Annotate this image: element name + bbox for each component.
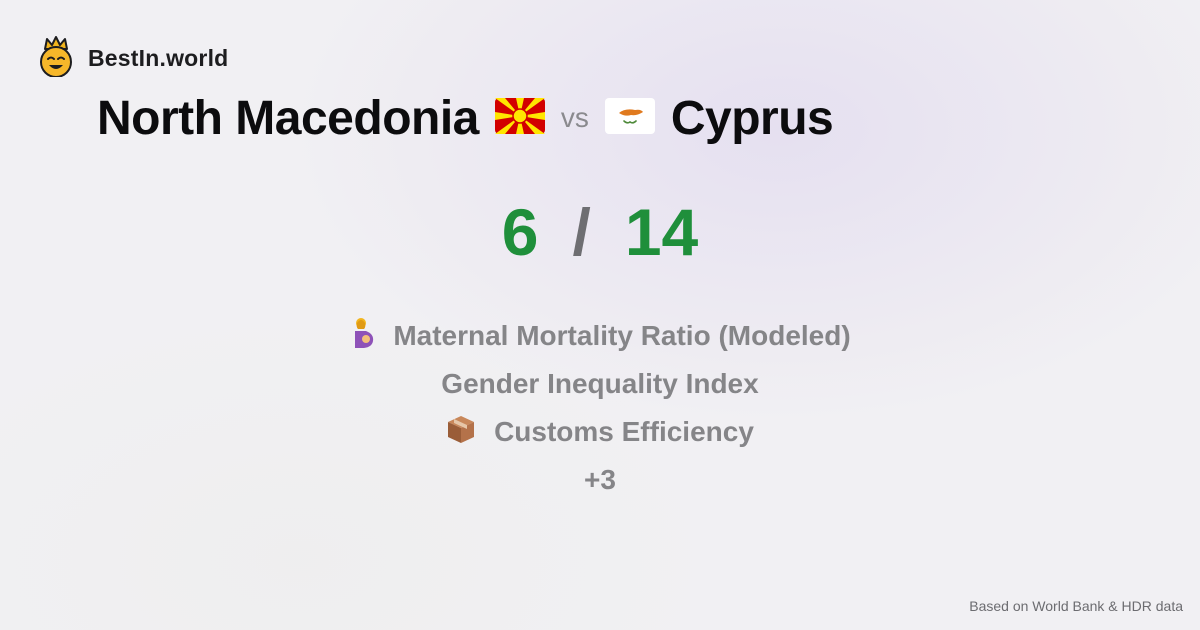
score-country-a: 6 [501,195,539,269]
comparison-title: North Macedonia vs Cyprus [97,86,834,150]
vs-label: vs [560,102,589,133]
metrics-list: Maternal Mortality Ratio (Modeled) Gende… [0,312,1200,504]
crowned-smiley-icon [38,35,74,82]
brand-name: BestIn.world [88,44,229,71]
country-b-name[interactable]: Cyprus [670,91,834,145]
pregnant-woman-icon [349,317,375,356]
brand[interactable]: BestIn.world [38,35,229,82]
score: 6 / 14 [0,192,1200,272]
metric-label: Maternal Mortality Ratio (Modeled) [393,320,851,351]
metric-label: +3 [584,464,616,495]
metric-more-count: +3 [584,456,616,504]
cyprus-flag-icon [604,97,655,139]
metric-item: Gender Inequality Index [441,360,758,408]
package-icon [446,414,476,451]
country-a-name[interactable]: North Macedonia [97,91,479,145]
data-source-note: Based on World Bank & HDR data [969,598,1183,614]
score-separator: / [572,195,591,269]
metric-item: Customs Efficiency [446,408,754,456]
score-country-b: 14 [624,195,699,269]
north-macedonia-flag-icon [494,97,545,139]
metric-item: Maternal Mortality Ratio (Modeled) [349,312,851,360]
metric-label: Gender Inequality Index [441,368,759,399]
metric-label: Customs Efficiency [494,416,754,447]
